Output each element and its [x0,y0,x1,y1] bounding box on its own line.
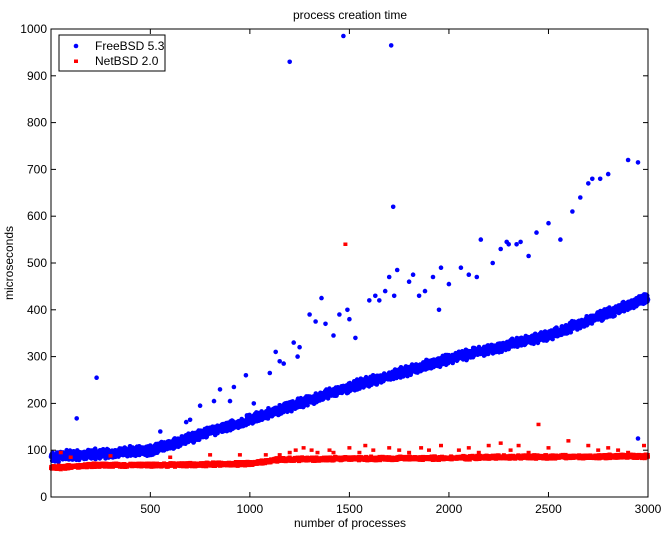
freebsd-point-outlier [597,176,603,182]
freebsd-point-outlier [243,373,249,378]
freebsd-point-outlier [307,312,312,317]
freebsd-point-outlier [391,293,397,299]
freebsd-point-outlier [313,319,318,324]
freebsd-point-outlier [217,387,223,392]
freebsd-point-outlier [586,181,591,186]
freebsd-point-outlier [406,279,412,285]
freebsd-point-outlier [267,370,273,376]
freebsd-point [191,439,197,445]
freebsd-point-outlier [341,33,346,39]
freebsd-point-outlier [158,429,163,434]
freebsd-point-outlier [438,265,444,271]
freebsd-point-outlier [635,160,641,165]
freebsd-point-outlier [297,344,302,350]
freebsd-point-outlier [590,176,595,182]
freebsd-point-outlier [625,157,631,163]
freebsd-point-outlier [388,43,394,48]
freebsd-point-outlier [197,403,203,409]
freebsd-point-outlier [251,401,257,406]
freebsd-point-outlier [227,398,233,404]
series-netbsd [49,242,650,472]
freebsd-point-outlier [526,253,531,259]
freebsd-point-outlier [534,230,539,235]
freebsd-point-outlier [386,274,392,280]
freebsd-point [56,459,61,465]
freebsd-point-outlier [231,384,237,390]
freebsd-point-outlier [295,354,300,359]
freebsd-point-outlier [323,321,328,327]
freebsd-point-outlier [430,274,436,280]
freebsd-point-outlier [390,204,396,210]
freebsd-point-outlier [345,307,350,313]
freebsd-point-outlier [211,398,217,404]
series-freebsd [48,33,651,465]
freebsd-point-outlier [546,220,551,226]
freebsd-point-outlier [347,316,352,322]
freebsd-point-outlier [187,417,193,423]
freebsd-point-outlier [171,445,177,451]
freebsd-point-outlier [394,267,400,273]
freebsd-point-outlier [422,288,428,294]
freebsd-point-outlier [514,242,519,247]
freebsd-point-outlier [291,340,297,345]
freebsd-point-outlier [277,359,283,364]
freebsd-point-outlier [273,349,279,355]
freebsd-point-outlier [373,293,378,299]
freebsd-point-outlier [337,312,342,317]
freebsd-point-outlier [458,265,464,271]
freebsd-point-outlier [570,209,575,214]
chart-title: process creation time [293,8,407,22]
freebsd-point-outlier [319,295,324,301]
freebsd-point-outlier [287,59,293,65]
freebsd-point-outlier [578,195,583,200]
freebsd-point-outlier [281,361,287,366]
freebsd-point-outlier [558,237,563,242]
freebsd-point-outlier [183,419,189,425]
freebsd-point-outlier [490,260,496,266]
freebsd-point-outlier [410,272,416,278]
freebsd-point-outlier [498,246,504,252]
freebsd-point-outlier [94,375,99,381]
freebsd-point-outlier [518,239,523,245]
freebsd-point-outlier [64,447,69,453]
freebsd-point-outlier [353,335,358,341]
freebsd-point-outlier [506,242,512,247]
freebsd-point-outlier [466,272,472,278]
freebsd-point-outlier [382,288,388,294]
freebsd-point-outlier [74,416,79,421]
freebsd-point-outlier [416,293,422,299]
freebsd-point-outlier [436,307,442,313]
freebsd-point-outlier [377,298,382,303]
freebsd-point-outlier [367,298,372,303]
freebsd-point-outlier [474,274,480,280]
freebsd-point-outlier [605,171,611,177]
freebsd-point-outlier [635,436,641,441]
data-points-layer [48,33,651,472]
freebsd-point-outlier [478,237,484,242]
freebsd-point-outlier [331,333,336,338]
freebsd-point-outlier [446,281,452,287]
